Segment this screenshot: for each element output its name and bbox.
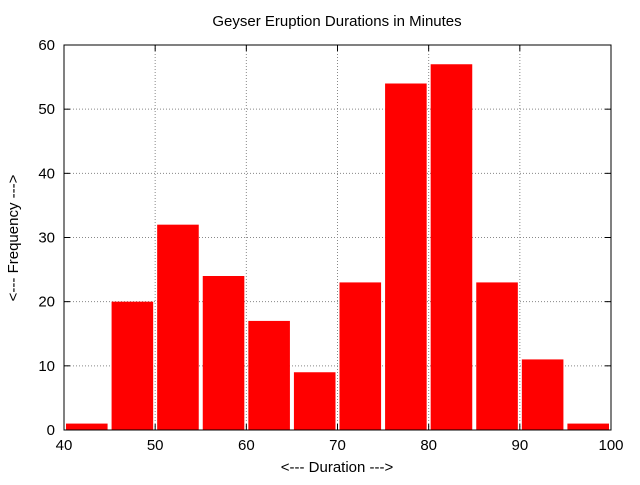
grid-lines xyxy=(64,45,611,430)
x-axis-label: <--- Duration ---> xyxy=(281,459,394,476)
y-tick-label: 10 xyxy=(38,358,55,375)
y-tick-label: 40 xyxy=(38,165,55,182)
x-tick-label: 90 xyxy=(511,437,528,454)
y-axis-label: <--- Frequency ---> xyxy=(5,174,22,301)
x-tick-label: 40 xyxy=(56,437,73,454)
histogram-bar xyxy=(430,64,473,430)
histogram-bar xyxy=(385,83,427,430)
histogram-bar xyxy=(339,282,382,430)
histogram-bar xyxy=(202,276,245,430)
histogram-bar xyxy=(567,423,609,430)
histogram-bar xyxy=(157,224,199,430)
histogram-bar xyxy=(66,423,108,430)
histogram-bar xyxy=(248,320,290,430)
x-tick-label: 100 xyxy=(598,437,623,454)
histogram-bar xyxy=(111,301,154,430)
histogram-bar xyxy=(293,372,336,430)
histogram-bar xyxy=(521,359,564,430)
y-tick-label: 0 xyxy=(47,422,55,439)
x-tick-label: 80 xyxy=(420,437,437,454)
axis-ticks xyxy=(63,44,612,431)
x-tick-label: 50 xyxy=(147,437,164,454)
bars xyxy=(66,64,609,430)
x-tick-labels: 40 50 60 70 80 90 100 xyxy=(56,437,624,454)
chart-title: Geyser Eruption Durations in Minutes xyxy=(212,13,461,30)
y-tick-label: 30 xyxy=(38,230,55,247)
x-tick-label: 60 xyxy=(238,437,255,454)
x-tick-label: 70 xyxy=(329,437,346,454)
y-tick-label: 20 xyxy=(38,294,55,311)
y-tick-label: 50 xyxy=(38,101,55,118)
y-tick-label: 60 xyxy=(38,37,55,54)
histogram-bar xyxy=(476,282,518,430)
y-tick-labels: 0 10 20 30 40 50 60 xyxy=(38,37,55,439)
